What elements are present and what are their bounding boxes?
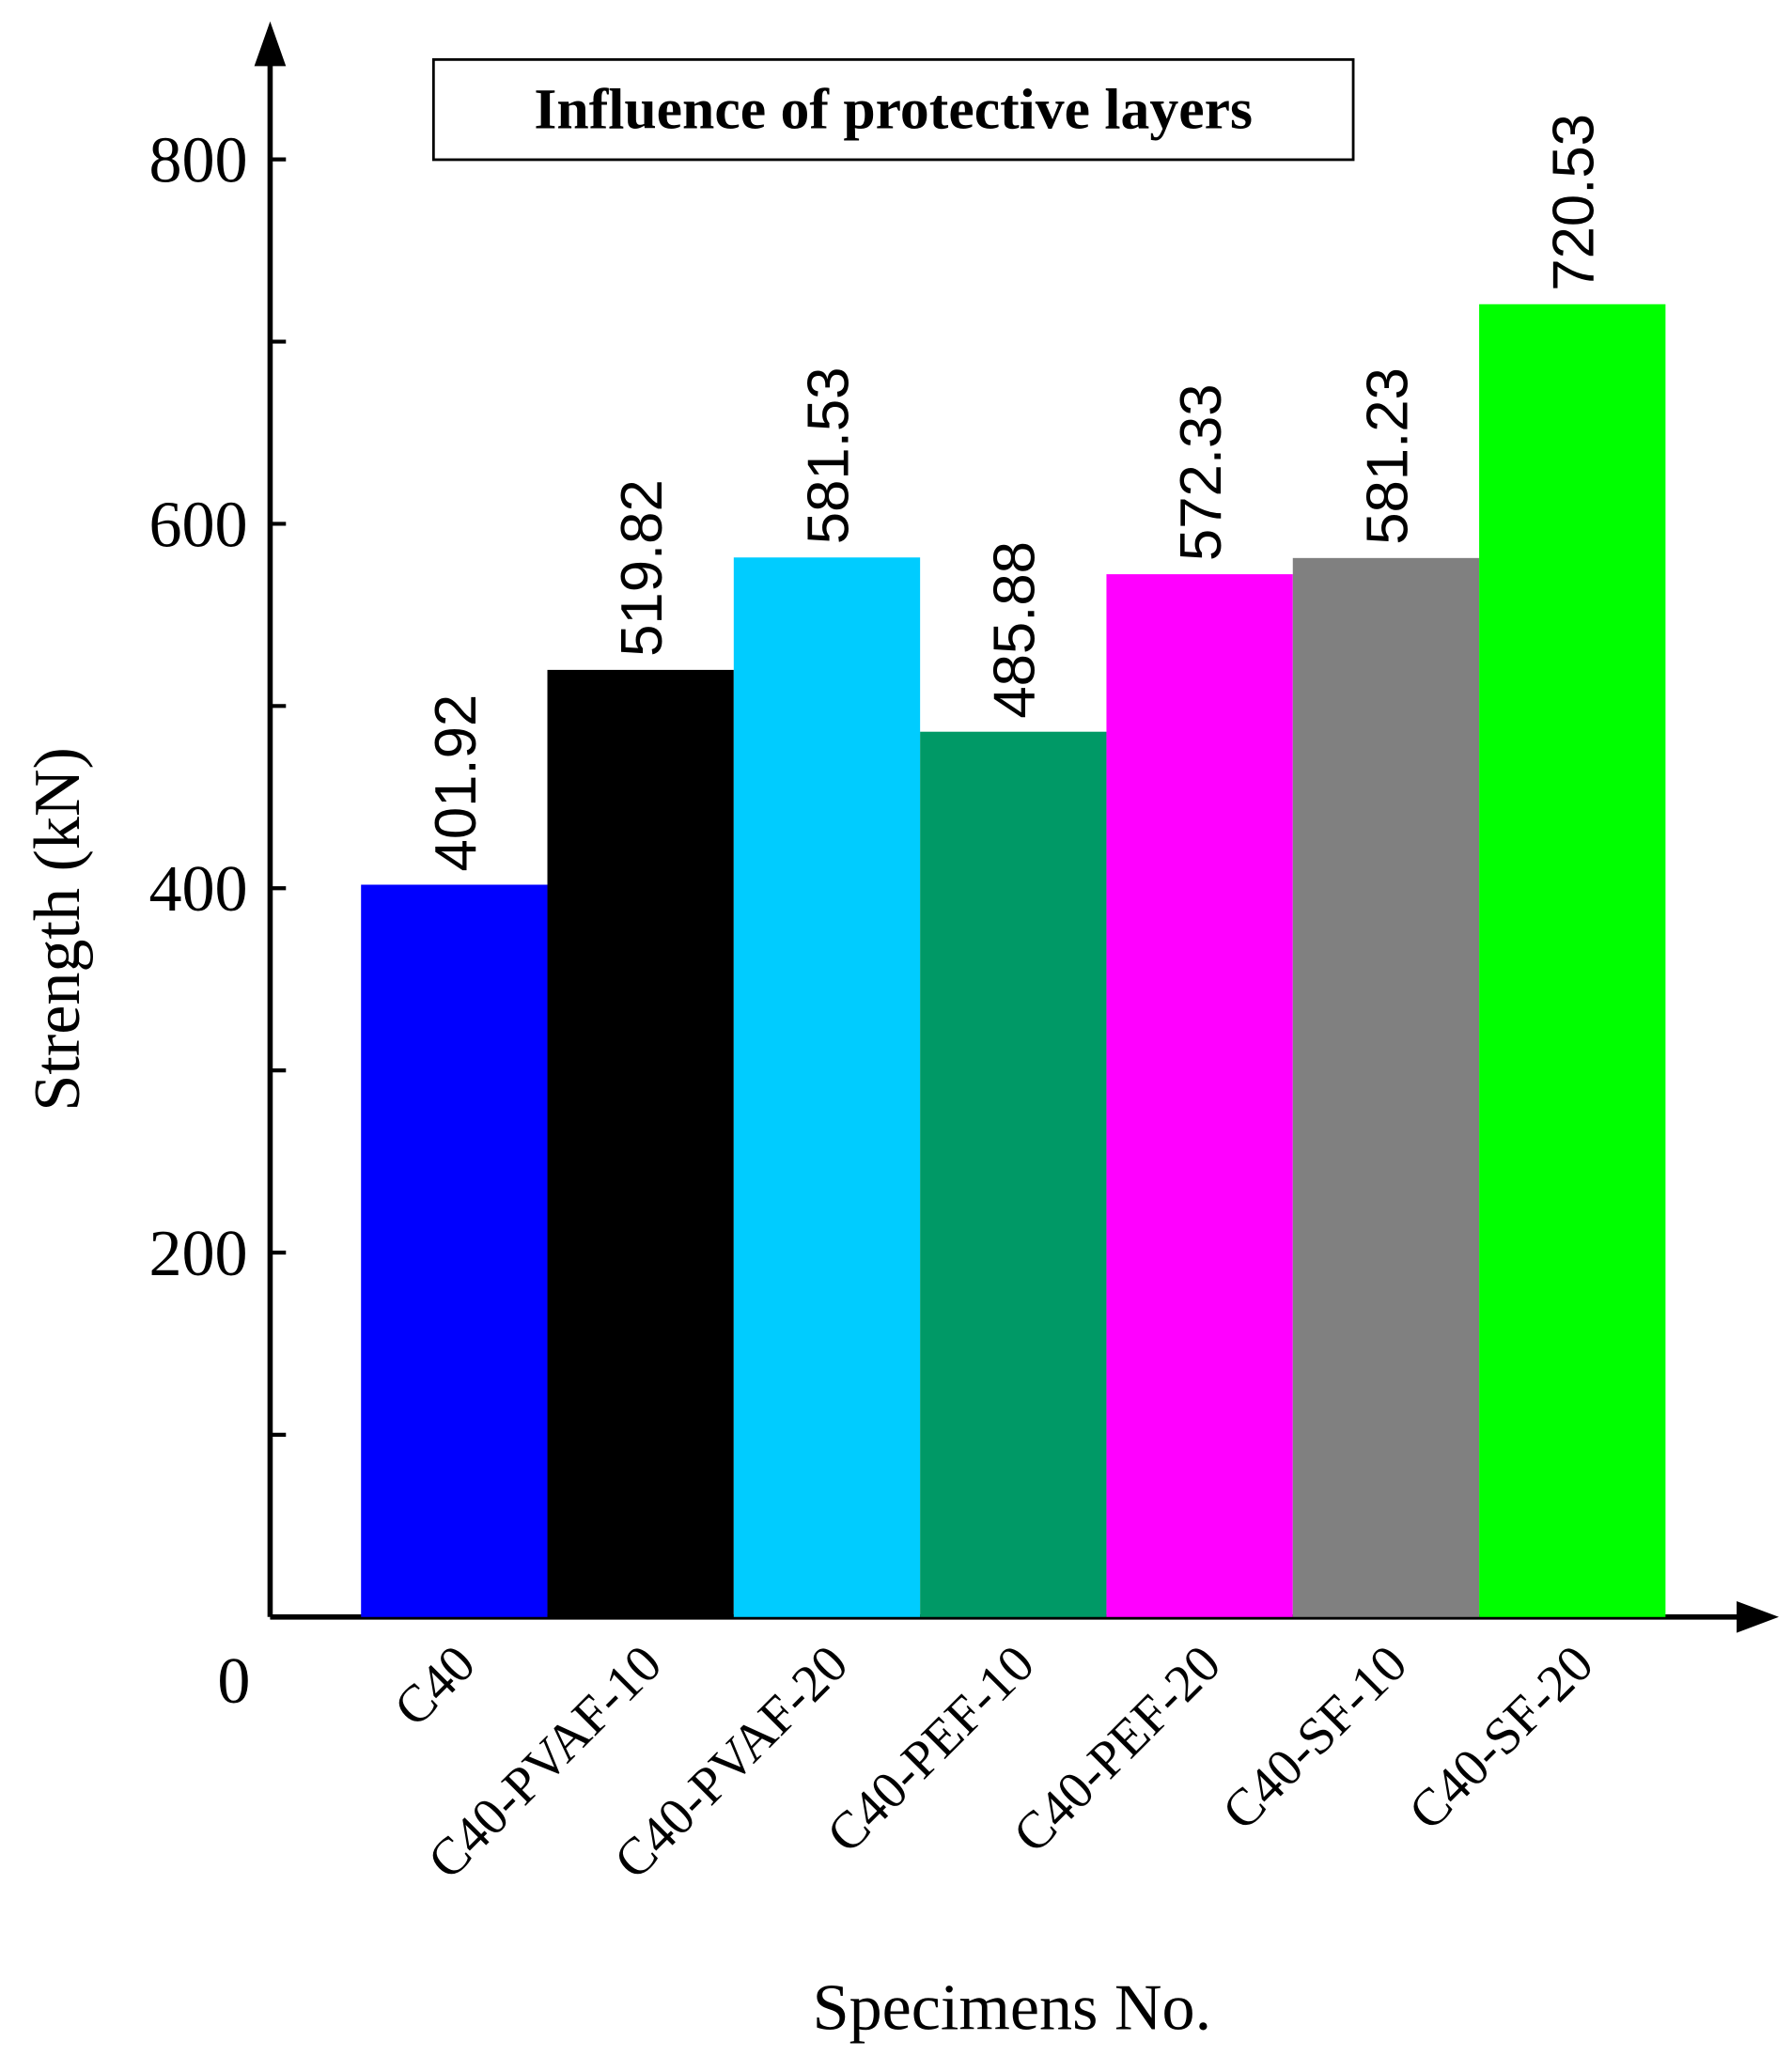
x-axis-label: Specimens No. — [813, 1972, 1212, 2045]
y-tick-label: 600 — [148, 489, 247, 561]
y-tick-label: 400 — [148, 853, 247, 926]
bar — [547, 669, 734, 1617]
x-tick-label: C40 — [383, 1634, 487, 1737]
y-tick-label: 0 — [217, 1645, 250, 1718]
value-label: 519.82 — [610, 479, 675, 657]
bar — [1106, 574, 1293, 1617]
value-label: 581.53 — [796, 367, 861, 545]
value-label: 572.33 — [1169, 383, 1234, 561]
y-axis-label: Strength (kN) — [22, 747, 94, 1112]
y-tick-label: 200 — [148, 1218, 247, 1290]
chart-title: Influence of protective layers — [534, 77, 1253, 141]
x-axis-arrow — [1737, 1600, 1779, 1633]
bar — [361, 884, 548, 1617]
value-label: 581.23 — [1355, 367, 1420, 545]
value-label: 485.88 — [983, 541, 1048, 719]
bar — [920, 731, 1107, 1617]
bar — [733, 557, 921, 1617]
bar — [1479, 304, 1666, 1617]
value-label: 720.53 — [1542, 114, 1607, 291]
y-tick-label: 800 — [148, 124, 247, 196]
y-axis-arrow — [254, 21, 287, 67]
bar — [1292, 557, 1480, 1617]
value-label: 401.92 — [424, 694, 489, 872]
x-tick-label: C40-SF-20 — [1398, 1634, 1605, 1841]
x-tick-label: C40-SF-10 — [1211, 1634, 1418, 1841]
title-box — [431, 57, 1355, 162]
